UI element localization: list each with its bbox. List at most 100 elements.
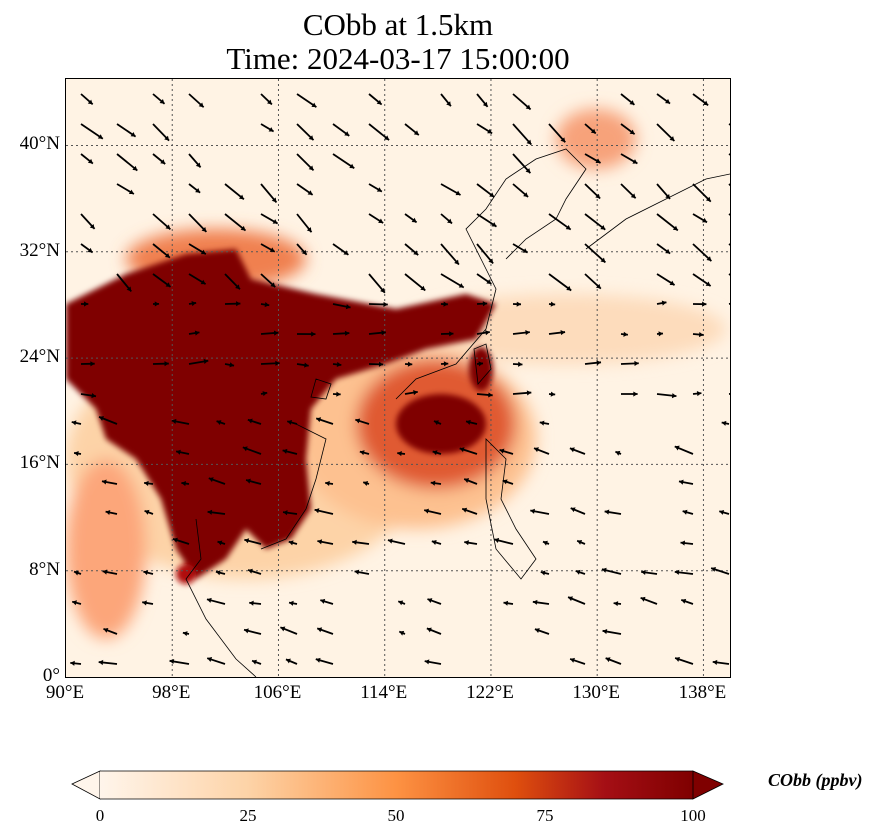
wind-arrow-head — [542, 540, 548, 546]
wind-arrow-head — [272, 219, 278, 224]
wind-arrow-head — [532, 599, 538, 605]
wind-arrow-head — [181, 480, 187, 487]
wind-arrow — [116, 153, 138, 172]
wind-arrow-head — [98, 659, 104, 666]
wind-arrow-head — [74, 570, 79, 576]
wind-arrow-head — [575, 569, 581, 575]
wind-arrow-head — [424, 659, 430, 665]
wind-arrow-head — [518, 361, 523, 367]
colorbar-min-extend — [71, 770, 101, 800]
wind-arrow-head — [191, 300, 197, 307]
wind-arrow — [656, 213, 679, 232]
wind-arrow-head — [91, 393, 96, 399]
wind-arrow-head — [317, 627, 323, 633]
gridlines — [66, 79, 730, 677]
wind-arrow-head — [540, 570, 546, 576]
wind-arrow-head — [363, 481, 369, 486]
wind-arrow-head — [244, 538, 250, 544]
wind-arrow-head — [525, 330, 530, 336]
wind-arrow-head — [215, 570, 221, 576]
wind-arrow-head — [464, 478, 470, 483]
wind-arrow — [404, 273, 426, 292]
wind-arrow-head — [128, 189, 134, 195]
wind-arrow-head — [307, 190, 313, 195]
wind-arrow-head — [629, 129, 635, 135]
wind-arrow-head — [446, 101, 451, 107]
wind-arrow-head — [142, 600, 147, 606]
wind-arrow-head — [270, 282, 276, 288]
wind-arrow-head — [674, 569, 680, 575]
wind-arrow-head — [623, 331, 628, 337]
wind-arrow-head — [159, 99, 165, 104]
wind-arrow-head — [72, 600, 77, 606]
wind-arrow-head — [343, 250, 349, 255]
colorbar-tick: 0 — [95, 806, 105, 825]
wind-arrow-head — [641, 569, 646, 575]
wind-arrow-head — [703, 100, 709, 106]
wind-arrow-head — [376, 187, 382, 192]
wind-arrow-head — [458, 283, 464, 288]
wind-arrow-head — [308, 135, 314, 141]
wind-arrow-head — [661, 300, 667, 306]
wind-arrow-head — [102, 569, 108, 575]
wind-arrow-head — [288, 540, 294, 546]
wind-arrow-head — [570, 507, 576, 513]
wind-arrow-head — [550, 301, 556, 307]
wind-arrow-head — [126, 286, 132, 292]
wind-arrow-head — [398, 600, 404, 606]
wind-arrow-head — [306, 227, 312, 233]
wind-arrow-head — [378, 361, 384, 367]
wind-arrow-head — [304, 362, 309, 368]
wind-arrow-head — [486, 279, 492, 284]
wind-arrow-head — [634, 360, 639, 367]
wind-arrow-head — [89, 224, 95, 229]
wind-arrow-head — [427, 598, 433, 603]
wind-arrow-head — [682, 509, 688, 515]
wind-arrow-head — [629, 100, 635, 105]
wind-arrow-head — [314, 508, 320, 514]
wind-arrow-head — [478, 361, 484, 367]
wind-arrow-head — [171, 418, 177, 424]
wind-arrow-head — [103, 627, 109, 633]
wind-arrow-head — [359, 450, 365, 456]
wind-arrow-head — [432, 450, 438, 456]
wind-arrow-head — [320, 598, 326, 604]
lat-tick-label: 32°N — [19, 239, 60, 261]
wind-arrow-head — [600, 225, 606, 230]
wind-arrow-head — [207, 657, 213, 662]
wind-arrow-head — [273, 330, 279, 336]
wind-arrow-head — [315, 657, 321, 663]
wind-arrow-head — [712, 659, 718, 666]
wind-arrow-head — [665, 194, 671, 199]
wind-arrow-head — [311, 331, 316, 337]
wind-arrow-head — [165, 282, 171, 287]
colorbar-tick: 50 — [387, 806, 405, 825]
wind-arrow-head — [719, 509, 725, 515]
wind-arrow-head — [380, 287, 385, 293]
lat-tick-label: 40°N — [19, 133, 60, 155]
colorbar-gradient — [100, 771, 693, 799]
wind-arrow-head — [201, 227, 207, 232]
wind-arrow-head — [455, 190, 461, 196]
wind-arrow-head — [399, 630, 405, 636]
lon-tick-label: 106°E — [253, 682, 302, 703]
colorbar — [71, 770, 724, 800]
wind-arrow-head — [144, 509, 150, 515]
wind-arrow-head — [246, 478, 251, 484]
wind-arrow — [440, 273, 465, 289]
wind-arrow-head — [464, 540, 469, 546]
wind-arrow-head — [90, 361, 95, 367]
wind-arrow-head — [595, 193, 601, 199]
wind-arrow-head — [195, 188, 201, 193]
colorbar-tick: 75 — [536, 806, 554, 825]
wind-arrow-head — [443, 301, 448, 307]
wind-arrow-head — [207, 509, 213, 515]
lon-tick-label: 130°E — [572, 682, 621, 703]
wind-arrow-head — [411, 217, 417, 223]
wind-arrow-head — [433, 420, 439, 426]
wind-arrow-head — [248, 568, 253, 574]
wind-arrow-head — [503, 600, 509, 606]
wind-arrow-head — [449, 331, 454, 337]
wind-arrow-head — [252, 659, 257, 665]
wind-arrow-head — [534, 628, 540, 633]
